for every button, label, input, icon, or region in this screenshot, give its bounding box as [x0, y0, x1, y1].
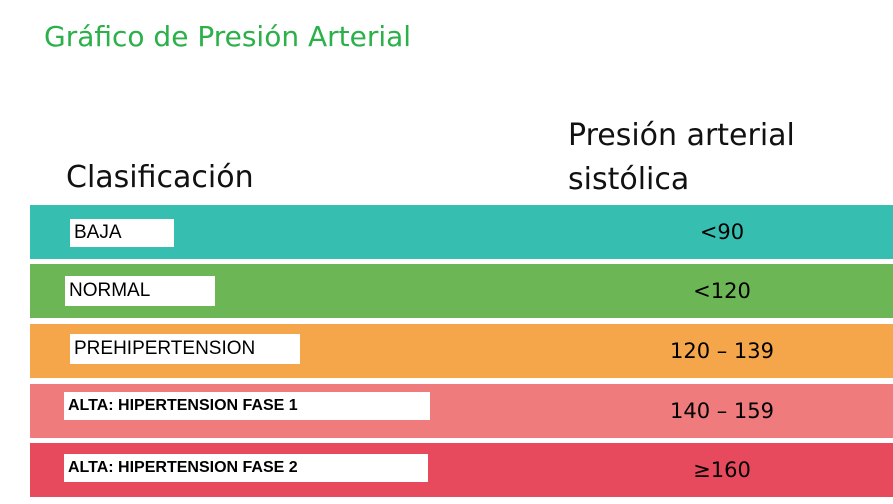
classification-header: Clasificación [66, 160, 254, 195]
category-label: PREHIPERTENSION [70, 334, 300, 364]
systolic-value: 120 – 139 [669, 339, 774, 363]
table-row-normal: NORMAL <120 [30, 264, 893, 318]
category-label: NORMAL [65, 276, 215, 306]
table-row-alta-fase-1: ALTA: HIPERTENSION FASE 1 140 – 159 [30, 384, 893, 438]
systolic-header: Presión arterial sistólica [568, 114, 795, 202]
systolic-value: ≥160 [693, 458, 751, 482]
systolic-value: <120 [693, 279, 751, 303]
systolic-header-line2: sistólica [568, 162, 690, 197]
systolic-value: 140 – 159 [669, 399, 774, 423]
category-label: ALTA: HIPERTENSION FASE 1 [64, 392, 430, 420]
category-label: BAJA [70, 219, 174, 247]
table-row-alta-fase-2: ALTA: HIPERTENSION FASE 2 ≥160 [30, 443, 893, 497]
systolic-value: <90 [699, 220, 745, 244]
table-row-baja: BAJA <90 [30, 205, 893, 259]
systolic-header-line1: Presión arterial [568, 118, 795, 153]
page-title: Gráfico de Presión Arterial [44, 20, 412, 53]
category-label: ALTA: HIPERTENSION FASE 2 [64, 454, 428, 482]
table-row-prehipertension: PREHIPERTENSION 120 – 139 [30, 324, 893, 378]
